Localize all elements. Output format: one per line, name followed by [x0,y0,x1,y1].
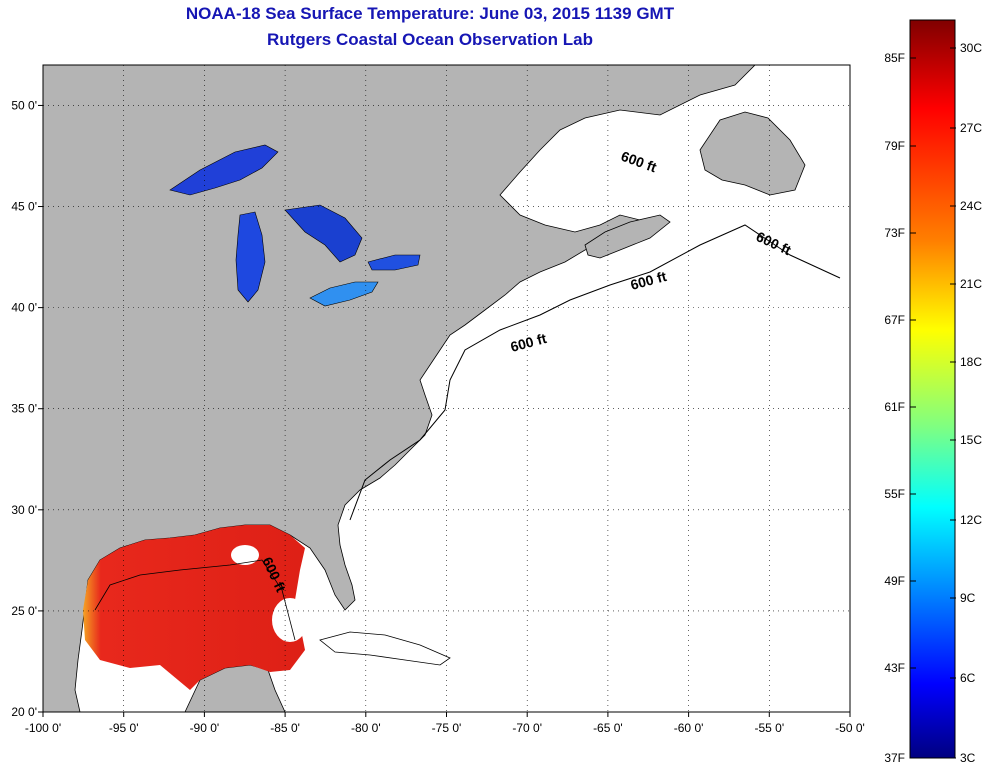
colorbar-celsius-label: 27C [960,121,982,135]
colorbar-fahrenheit-label: 37F [884,751,905,765]
colorbar-celsius-label: 24C [960,199,982,213]
lon-tick-label: -70 0' [512,721,542,735]
nova-scotia [584,214,671,259]
lon-tick-label: -55 0' [754,721,784,735]
colorbar-fahrenheit-label: 61F [884,400,905,414]
lon-tick-label: -60 0' [674,721,704,735]
lat-tick-label: 50 0' [11,98,37,112]
colorbar-celsius-label: 21C [960,277,982,291]
latitude-ticks: 50 0' 45 0' 40 0' 35 0' 30 0' 25 0' 20 0' [11,98,43,719]
colorbar-celsius-label: 15C [960,433,982,447]
lake-superior [169,144,279,196]
colorbar-fahrenheit-label: 73F [884,226,905,240]
lat-tick-label: 40 0' [11,301,37,315]
colorbar-fahrenheit-label: 79F [884,139,905,153]
colorbar-fahrenheit-label: 55F [884,487,905,501]
gulf-sst-coverage [83,525,305,690]
colorbar [909,19,956,759]
lat-tick-label: 45 0' [11,200,37,214]
colorbar-fahrenheit-labels: 85F 79F 73F 67F 61F 55F 49F 43F 37F [884,51,916,765]
colorbar-fahrenheit-label: 49F [884,574,905,588]
colorbar-celsius-label: 30C [960,41,982,55]
lon-tick-label: -90 0' [190,721,220,735]
shelf-contour [349,224,841,521]
lake-erie [309,281,379,307]
lake-huron [284,204,363,263]
lat-tick-label: 25 0' [11,604,37,618]
lat-tick-label: 30 0' [11,503,37,517]
land-mass [43,65,756,712]
colorbar-fahrenheit-label: 67F [884,313,905,327]
colorbar-celsius-label: 6C [960,671,976,685]
colorbar-fahrenheit-label: 43F [884,661,905,675]
lake-ontario [367,254,421,271]
lon-tick-label: -75 0' [432,721,462,735]
colorbar-celsius-label: 18C [960,355,982,369]
lon-tick-label: -65 0' [593,721,623,735]
newfoundland [699,111,806,196]
lon-tick-label: -100 0' [25,721,61,735]
lon-tick-label: -50 0' [835,721,865,735]
cloud-gap [231,545,259,565]
colorbar-celsius-label: 9C [960,591,976,605]
colorbar-celsius-label: 12C [960,513,982,527]
shelf-contour-gulf [94,559,296,641]
lake-michigan [235,211,266,303]
map-title: NOAA-18 Sea Surface Temperature: June 03… [185,4,675,23]
colorbar-fahrenheit-label: 85F [884,51,905,65]
lat-tick-label: 35 0' [11,402,37,416]
lon-tick-label: -85 0' [270,721,300,735]
lon-tick-label: -95 0' [109,721,139,735]
cuba [319,631,451,666]
colorbar-celsius-label: 3C [960,751,976,765]
colorbar-celsius-labels: 30C 27C 24C 21C 18C 15C 12C 9C 6C 3C [950,41,982,765]
map-subtitle: Rutgers Coastal Ocean Observation Lab [267,30,593,49]
longitude-ticks: -100 0' -95 0' -90 0' -85 0' -80 0' -75 0' -70… [25,712,865,735]
lat-tick-label: 20 0' [11,705,37,719]
lon-tick-label: -80 0' [351,721,381,735]
